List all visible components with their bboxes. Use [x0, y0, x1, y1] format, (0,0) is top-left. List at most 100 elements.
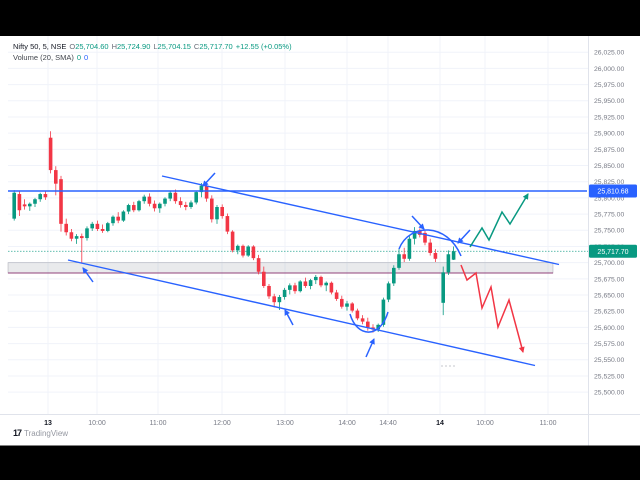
candle: [80, 233, 84, 263]
volume-value: 0: [76, 53, 82, 62]
candle: [85, 226, 89, 241]
candle: [184, 201, 188, 211]
annotation-arrow: [411, 215, 425, 230]
trendline-lower: [67, 259, 536, 367]
candle: [441, 266, 445, 316]
candle: [126, 203, 131, 215]
time-tick-label: 14: [436, 420, 444, 427]
candle: [116, 212, 120, 224]
candle: [210, 195, 214, 223]
tradingview-logo[interactable]: 17 TradingView: [13, 428, 68, 438]
candle: [272, 293, 276, 308]
price-tick-label: 25,875.00: [594, 147, 624, 154]
candle: [74, 234, 79, 244]
candle: [152, 200, 157, 212]
candle: [303, 277, 308, 288]
candle: [147, 193, 152, 207]
candle: [267, 284, 271, 299]
candle: [220, 204, 224, 219]
candle: [334, 289, 339, 301]
open-value: 25,704.60: [75, 42, 109, 51]
price-tick-label: 25,525.00: [594, 373, 624, 380]
candle: [100, 224, 105, 233]
candle: [59, 175, 63, 232]
time-tick-label: 13: [44, 420, 52, 427]
candle: [111, 215, 115, 226]
trendline-upper: [161, 175, 560, 266]
volume-sma-value: 0: [84, 53, 89, 62]
price-tick-label: 25,500.00: [594, 390, 624, 397]
candle: [90, 221, 94, 231]
dome-arc: [398, 229, 462, 257]
candle: [256, 254, 261, 275]
high-label: H: [111, 42, 117, 51]
candle: [69, 229, 74, 242]
candle: [106, 221, 110, 233]
candle: [340, 295, 344, 309]
time-tick-label: 14:40: [379, 420, 397, 427]
candle: [298, 280, 302, 293]
candle: [168, 190, 172, 202]
candle: [121, 210, 126, 222]
low-label: L: [153, 42, 158, 51]
time-tick-label: 11:00: [150, 420, 167, 427]
low-value: 25,704.15: [157, 42, 191, 51]
symbol-title[interactable]: Nifty 50, 5, NSE: [13, 42, 67, 51]
price-axis[interactable]: 26,025.00 26,000.00 25,975.00 25,950.00 25,9…: [594, 50, 624, 397]
grid: [8, 36, 588, 414]
candle: [236, 244, 240, 255]
price-tick-label: 25,800.00: [594, 195, 624, 202]
candle: [178, 197, 183, 208]
candle: [288, 283, 292, 295]
bearish-projection: [460, 264, 525, 353]
candle: [173, 189, 178, 204]
candle: [355, 308, 360, 321]
annotation-arrow: [202, 172, 216, 187]
candle: [407, 236, 412, 261]
candle: [163, 197, 167, 207]
price-tick-label: 26,000.00: [594, 66, 624, 73]
candle: [386, 281, 391, 303]
price-tick-label: 26,025.00: [594, 50, 624, 57]
bullish-projection: [469, 193, 529, 248]
svg-text:25,717.70: 25,717.70: [597, 249, 628, 256]
time-axis[interactable]: 13 10:00 11:00 12:00 13:00 14:00 14:40 14 10:00 1…: [44, 420, 557, 427]
price-tick-label: 25,700.00: [594, 260, 624, 267]
annotation-arrow: [457, 229, 471, 244]
candle: [142, 194, 146, 204]
close-label: C: [193, 42, 200, 51]
price-tick-label: 25,550.00: [594, 357, 624, 364]
annotation-arrow: [82, 267, 94, 283]
support-zone: [7, 262, 554, 274]
candle: [293, 282, 297, 294]
candle: [22, 199, 27, 210]
price-tick-label: 25,900.00: [594, 131, 624, 138]
candle: [64, 218, 68, 236]
candle: [262, 266, 266, 288]
candle: [28, 202, 32, 211]
candle: [132, 201, 136, 213]
candle: [345, 300, 349, 311]
candle: [282, 287, 287, 300]
svg-text:25,810.68: 25,810.68: [597, 189, 628, 196]
price-tick-label: 25,675.00: [594, 276, 624, 283]
candle: [314, 274, 318, 285]
change-value: +12.55 (+0.05%): [235, 42, 292, 51]
candle: [158, 202, 162, 213]
candle: [308, 278, 313, 290]
price-tick-label: 25,950.00: [594, 98, 624, 105]
candle: [423, 230, 427, 246]
volume-indicator-title[interactable]: Volume (20, SMA): [13, 53, 74, 62]
candlestick-series: [12, 131, 456, 333]
candle: [402, 247, 406, 263]
price-tick-label: 25,975.00: [594, 82, 624, 89]
candle: [225, 213, 230, 235]
price-tick-label: 25,575.00: [594, 341, 624, 348]
candle: [319, 275, 323, 288]
time-tick-label: 10:00: [476, 420, 494, 427]
candle: [137, 199, 141, 212]
price-tick-label: 25,625.00: [594, 309, 624, 316]
close-value: 25,717.70: [199, 42, 233, 51]
